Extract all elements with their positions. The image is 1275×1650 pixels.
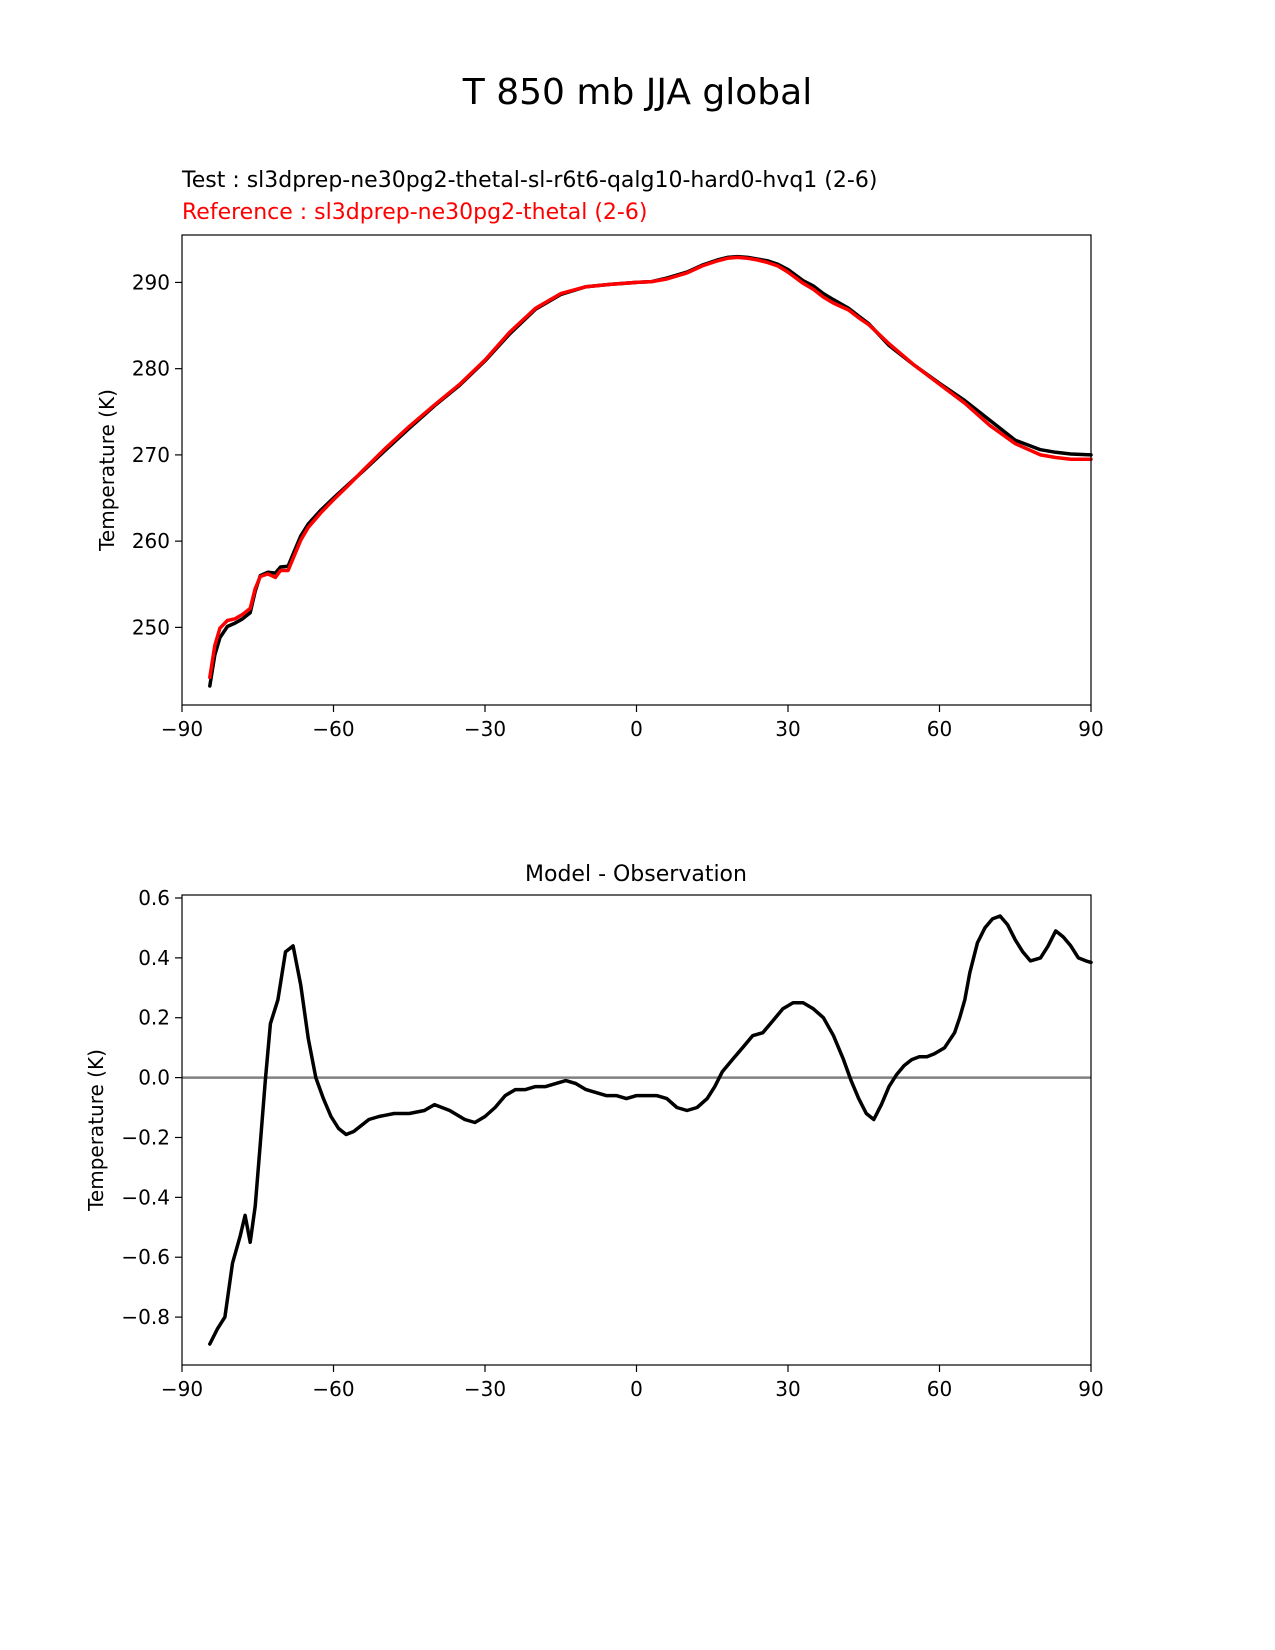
bottom-title: Model - Observation: [525, 862, 747, 887]
bottom-xtick-label: 0: [630, 1377, 643, 1401]
bottom-y-axis: −0.8 −0.6 −0.4 −0.2 0.0 0.2 0.4 0.6: [121, 886, 182, 1329]
bottom-ytick-label: −0.4: [121, 1185, 170, 1209]
test-label: Test : sl3dprep-ne30pg2-thetal-sl-r6t6-q…: [181, 168, 877, 193]
top-ylabel: Temperature (K): [95, 389, 119, 552]
top-xtick-label: 60: [927, 717, 952, 741]
bottom-xtick-label: 60: [927, 1377, 952, 1401]
top-xtick-label: 90: [1078, 717, 1103, 741]
top-ytick-label: 270: [132, 443, 170, 467]
top-series-group: [208, 254, 1093, 688]
top-ytick-label: 250: [132, 615, 170, 639]
top-y-axis: 250 260 270 280 290: [132, 270, 182, 639]
difference-series-line: [208, 914, 1093, 1346]
bottom-ylabel: Temperature (K): [84, 1049, 108, 1212]
top-axes-frame: [181, 234, 1092, 706]
bottom-xtick-label: −60: [312, 1377, 354, 1401]
top-ytick-label: 280: [132, 357, 170, 381]
bottom-ytick-label: 0.6: [138, 886, 170, 910]
bottom-ytick-label: 0.4: [138, 946, 170, 970]
bottom-xtick-label: 30: [775, 1377, 800, 1401]
top-panel: Test : sl3dprep-ne30pg2-thetal-sl-r6t6-q…: [95, 168, 1104, 741]
bottom-x-axis: −90 −60 −30 0 30 60 90: [161, 1365, 1104, 1401]
bottom-ytick-label: −0.6: [121, 1245, 170, 1269]
reference-label: Reference : sl3dprep-ne30pg2-thetal (2-6…: [182, 200, 647, 225]
bottom-ytick-label: −0.8: [121, 1305, 170, 1329]
bottom-xtick-label: 90: [1078, 1377, 1103, 1401]
top-xtick-label: −90: [161, 717, 203, 741]
top-xtick-label: 30: [775, 717, 800, 741]
bottom-panel: Model - Observation −90 −60 −30 0 30 60 90 −0.…: [84, 862, 1104, 1401]
bottom-axes-frame: [181, 894, 1092, 1366]
bottom-ytick-label: 0.0: [138, 1066, 170, 1090]
top-xtick-label: 0: [630, 717, 643, 741]
bottom-ytick-label: 0.2: [138, 1006, 170, 1030]
top-x-axis: −90 −60 −30 0 30 60 90: [161, 705, 1104, 741]
top-ytick-label: 260: [132, 529, 170, 553]
bottom-ytick-label: −0.2: [121, 1125, 170, 1149]
top-xtick-label: −60: [312, 717, 354, 741]
bottom-series-group: [182, 914, 1093, 1346]
test-series-line: [208, 254, 1093, 688]
bottom-xtick-label: −30: [464, 1377, 506, 1401]
top-ytick-label: 290: [132, 270, 170, 294]
figure-title: T 850 mb JJA global: [462, 72, 813, 113]
top-xtick-label: −30: [464, 717, 506, 741]
bottom-xtick-label: −90: [161, 1377, 203, 1401]
reference-series-line: [208, 255, 1093, 680]
